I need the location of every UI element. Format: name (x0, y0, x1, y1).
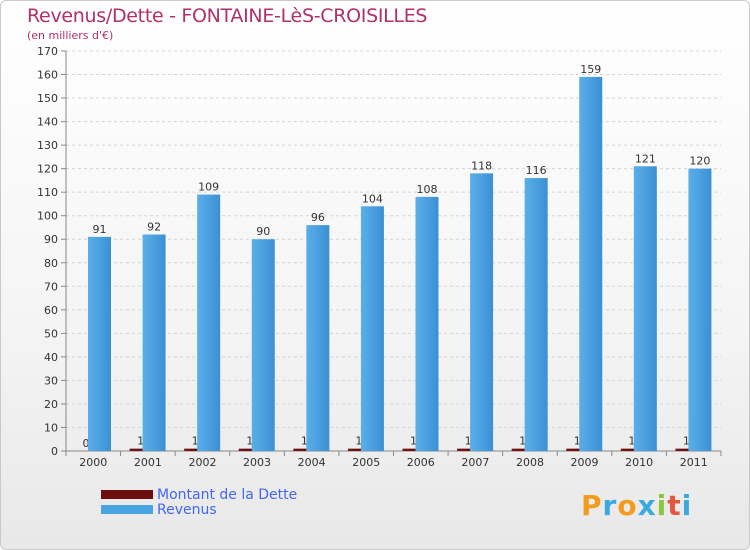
x-tick-label: 2010 (625, 456, 653, 469)
chart-subtitle: (en milliers d'€) (27, 29, 114, 42)
legend: Montant de la Dette Revenus (101, 486, 298, 518)
bar-revenus (688, 168, 712, 451)
bar-dette (184, 448, 207, 451)
legend-item-revenus: Revenus (101, 501, 297, 518)
proxiti-logo: Proxiti (581, 489, 692, 522)
data-label-dette: 1 (301, 435, 308, 448)
x-tick-label: 2002 (188, 456, 216, 469)
data-label-dette: 1 (192, 435, 199, 448)
data-label-revenus: 104 (362, 192, 383, 205)
bar-revenus (415, 196, 439, 451)
bar-dette (457, 448, 480, 451)
logo-letter: P (581, 489, 603, 522)
data-label-dette: 1 (574, 435, 581, 448)
logo-letter: x (637, 489, 657, 522)
logo-letter: o (617, 489, 638, 522)
chart-title: Revenus/Dette - FONTAINE-LèS-CROISILLES (27, 5, 428, 27)
y-tick-label: 100 (37, 210, 58, 223)
y-tick-label: 0 (51, 445, 58, 458)
bar-revenus (524, 178, 548, 451)
x-tick-label: 2005 (352, 456, 380, 469)
bar-dette (402, 448, 425, 451)
bar-dette (620, 448, 643, 451)
logo-letter: r (602, 489, 618, 522)
data-label-revenus: 90 (256, 225, 270, 238)
x-tick-label: 2000 (79, 456, 107, 469)
data-label-revenus: 120 (689, 155, 710, 168)
legend-label-revenus: Revenus (157, 501, 217, 518)
x-tick-label: 2009 (571, 456, 599, 469)
logo-letter: i (681, 489, 693, 522)
y-tick-label: 120 (37, 163, 58, 176)
x-tick-label: 2003 (243, 456, 271, 469)
y-tick-label: 80 (44, 257, 58, 270)
y-tick-label: 70 (44, 280, 58, 293)
x-tick-label: 2006 (407, 456, 435, 469)
y-tick-label: 20 (44, 398, 58, 411)
data-label-revenus: 118 (471, 159, 492, 172)
data-label-revenus: 108 (417, 183, 438, 196)
bar-dette (293, 448, 316, 451)
bar-revenus (470, 173, 494, 451)
bar-dette (238, 448, 261, 451)
y-tick-label: 30 (44, 374, 58, 387)
data-label-revenus: 121 (635, 152, 656, 165)
y-tick-label: 50 (44, 327, 58, 340)
x-tick-label: 2001 (134, 456, 162, 469)
bar-revenus (579, 76, 603, 451)
bar-dette (129, 448, 152, 451)
bar-revenus (251, 239, 275, 451)
data-label-dette: 1 (465, 435, 472, 448)
y-tick-label: 90 (44, 233, 58, 246)
legend-swatch-revenus (101, 505, 153, 514)
legend-item-dette: Montant de la Dette (101, 486, 298, 503)
data-label-revenus: 91 (93, 223, 107, 236)
logo-letter: i (656, 489, 668, 522)
data-label-dette: 0 (83, 437, 90, 450)
y-tick-label: 40 (44, 351, 58, 364)
bar-dette (675, 448, 698, 451)
data-label-revenus: 92 (147, 221, 161, 234)
logo-letter: t (667, 489, 682, 522)
data-label-dette: 1 (410, 435, 417, 448)
bar-dette (347, 448, 370, 451)
y-tick-label: 10 (44, 421, 58, 434)
data-label-revenus: 109 (198, 181, 219, 194)
bar-revenus (306, 225, 330, 451)
bar-dette (566, 448, 589, 451)
data-label-dette: 1 (246, 435, 253, 448)
data-label-dette: 1 (355, 435, 362, 448)
legend-swatch-dette (101, 490, 153, 499)
y-tick-label: 130 (37, 139, 58, 152)
bar-dette (511, 448, 534, 451)
data-label-dette: 1 (628, 435, 635, 448)
x-tick-label: 2007 (461, 456, 489, 469)
data-label-revenus: 159 (580, 63, 601, 76)
y-tick-label: 160 (37, 69, 58, 82)
x-tick-label: 2008 (516, 456, 544, 469)
y-tick-label: 150 (37, 92, 58, 105)
y-tick-label: 60 (44, 304, 58, 317)
bar-revenus (633, 166, 657, 451)
x-tick-label: 2011 (680, 456, 708, 469)
data-label-revenus: 116 (526, 164, 547, 177)
bar-revenus (88, 236, 111, 451)
data-label-dette: 1 (137, 435, 144, 448)
data-label-revenus: 96 (311, 211, 325, 224)
bar-revenus (360, 206, 384, 451)
y-tick-label: 170 (37, 45, 58, 58)
bar-revenus (197, 194, 221, 451)
y-tick-label: 140 (37, 116, 58, 129)
data-label-dette: 1 (683, 435, 690, 448)
legend-label-dette: Montant de la Dette (157, 486, 298, 503)
bar-revenus (142, 234, 166, 451)
data-label-dette: 1 (519, 435, 526, 448)
y-tick-label: 110 (37, 186, 58, 199)
x-tick-label: 2004 (298, 456, 326, 469)
